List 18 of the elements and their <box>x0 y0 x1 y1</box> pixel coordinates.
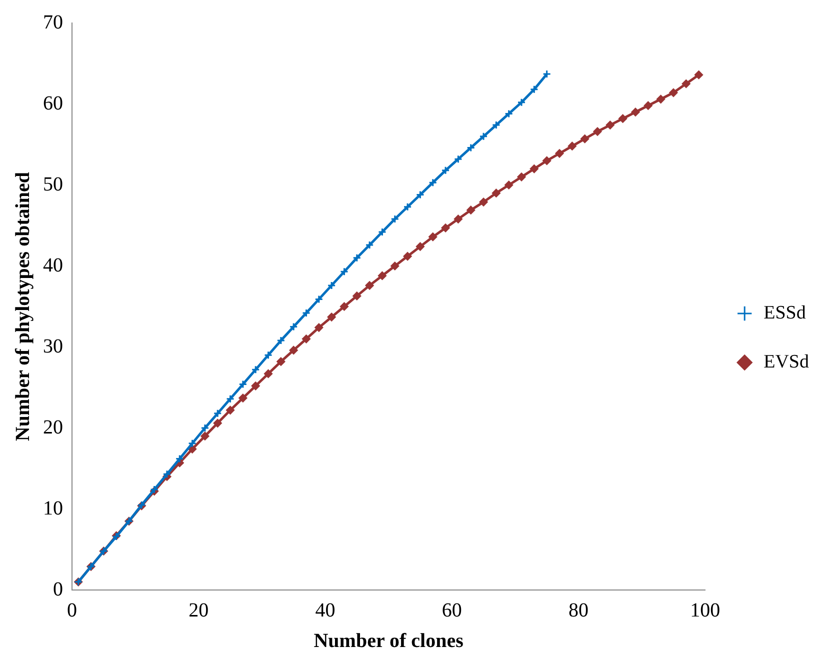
y-tick-label: 0 <box>53 578 63 600</box>
legend-label: EVSd <box>764 351 810 372</box>
legend-label: ESSd <box>764 302 806 324</box>
y-axis-title: Number of phylotypes obtained <box>12 172 34 442</box>
y-tick-label: 50 <box>43 173 63 196</box>
y-tick-label: 10 <box>43 497 63 520</box>
x-tick-label: 40 <box>315 599 336 622</box>
x-tick-label: 0 <box>67 599 77 622</box>
y-tick-label: 20 <box>43 416 63 438</box>
y-tick-label: 60 <box>43 92 63 114</box>
x-tick-label: 100 <box>690 599 720 622</box>
y-tick-label: 40 <box>43 254 63 276</box>
x-axis-title: Number of clones <box>314 630 464 652</box>
x-tick-label: 20 <box>188 599 209 622</box>
x-tick-label: 60 <box>442 599 462 622</box>
x-tick-label: 80 <box>568 599 588 622</box>
y-tick-label: 30 <box>43 335 63 358</box>
y-tick-label: 70 <box>43 11 63 34</box>
